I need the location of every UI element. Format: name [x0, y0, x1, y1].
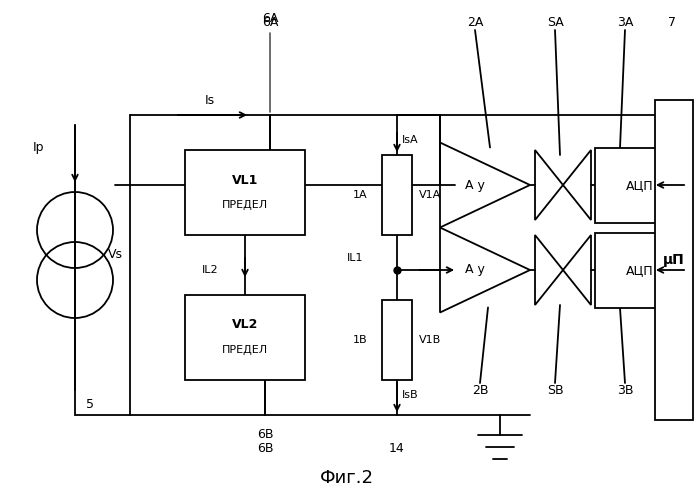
Text: 1A: 1A	[352, 190, 368, 200]
Text: 7: 7	[668, 16, 676, 28]
Text: ПРЕДЕЛ: ПРЕДЕЛ	[222, 345, 268, 355]
Text: Vs: Vs	[108, 248, 122, 262]
Text: IL1: IL1	[347, 253, 363, 263]
Text: 2A: 2A	[467, 16, 483, 28]
Text: Ip: Ip	[32, 142, 44, 154]
Text: 6A: 6A	[262, 16, 278, 28]
Text: А у: А у	[465, 178, 485, 192]
Text: 6B: 6B	[256, 442, 273, 454]
Text: μΠ: μΠ	[663, 253, 685, 267]
Text: ПРЕДЕЛ: ПРЕДЕЛ	[222, 200, 268, 210]
Text: 1B: 1B	[352, 335, 368, 345]
Text: VL1: VL1	[232, 174, 258, 186]
Text: 6A: 6A	[262, 12, 278, 24]
Text: 6B: 6B	[256, 428, 273, 442]
Text: АЦП: АЦП	[626, 264, 654, 277]
Text: VL2: VL2	[232, 318, 258, 332]
Text: 14: 14	[389, 442, 405, 454]
Text: 5: 5	[86, 398, 94, 411]
Bar	[185, 150, 305, 235]
Text: V1A: V1A	[419, 190, 441, 200]
Text: Is: Is	[205, 94, 215, 106]
Bar	[185, 295, 305, 380]
Text: 3A: 3A	[617, 16, 633, 28]
Text: SB: SB	[547, 384, 564, 396]
Text: IsA: IsA	[402, 135, 418, 145]
Text: Фиг.2: Фиг.2	[320, 469, 374, 487]
Bar	[655, 100, 693, 420]
Text: IsB: IsB	[402, 390, 418, 400]
Text: АЦП: АЦП	[626, 179, 654, 192]
Bar	[382, 300, 412, 380]
Bar	[382, 155, 412, 235]
Bar	[595, 233, 685, 308]
Text: 3B: 3B	[616, 384, 633, 396]
Text: А у: А у	[465, 264, 485, 276]
Text: V1B: V1B	[419, 335, 441, 345]
Text: IL2: IL2	[202, 265, 218, 275]
Bar	[595, 148, 685, 223]
Text: SA: SA	[547, 16, 564, 28]
Text: 2B: 2B	[472, 384, 489, 396]
